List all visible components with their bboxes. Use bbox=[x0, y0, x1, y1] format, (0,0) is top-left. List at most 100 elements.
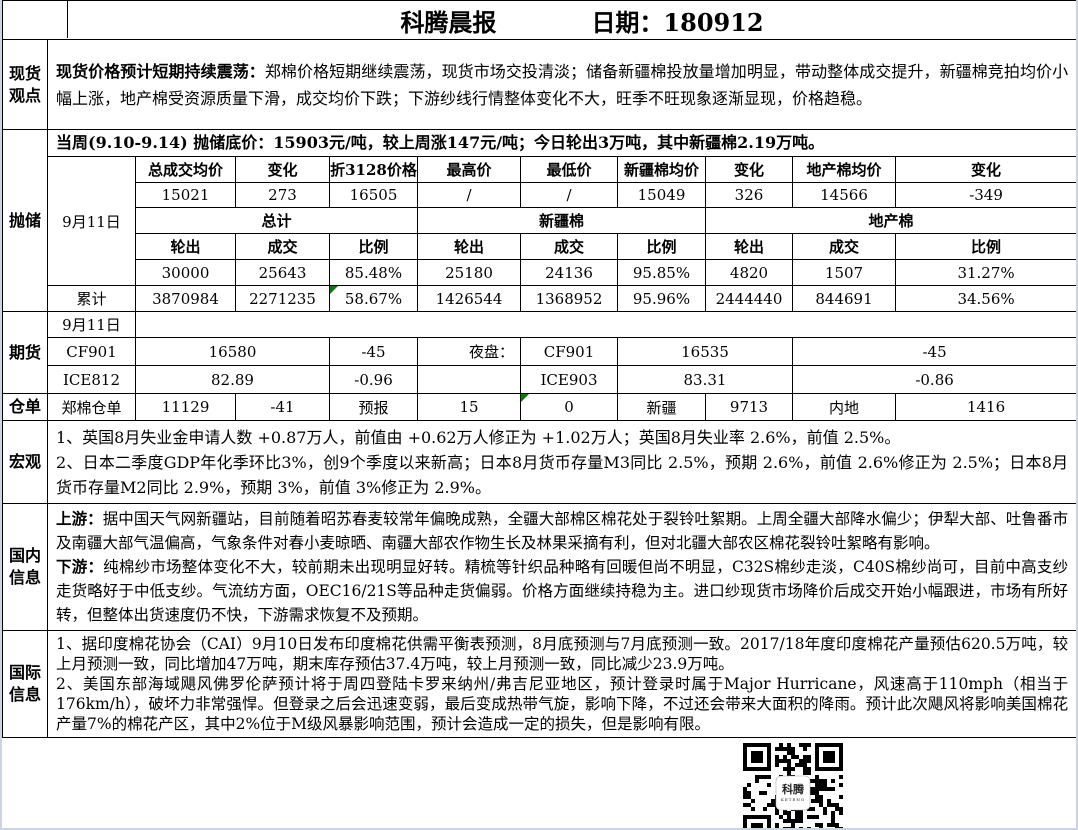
reserve-price-value: 15021 bbox=[135, 182, 236, 208]
spot-view-lead: 现货价格预计短期持续震荡： bbox=[56, 61, 265, 81]
section-label-macro: 宏观 bbox=[2, 420, 48, 504]
reserve-sub-header: 比例 bbox=[329, 233, 418, 260]
futures-price: 16580 bbox=[135, 337, 330, 366]
futures-night-change: -45 bbox=[791, 337, 1076, 366]
reserve-price-header: 最高价 bbox=[417, 156, 521, 183]
warehouse-cell: 1416 bbox=[894, 393, 1076, 421]
section-label-warehouse: 仓单 bbox=[2, 393, 48, 421]
reserve-sub-header: 比例 bbox=[894, 233, 1076, 260]
section-label-reserve: 抛储 bbox=[2, 129, 48, 312]
reserve-price-value: 15049 bbox=[617, 182, 706, 208]
futures-empty-cell bbox=[134, 311, 1076, 338]
reserve-sub-header: 轮出 bbox=[135, 233, 236, 260]
reserve-day-value: 25180 bbox=[417, 259, 521, 286]
reserve-headline: 当周(9.10-9.14) 抛储底价：15903元/吨，较上周涨147元/吨；今… bbox=[46, 129, 1076, 157]
upstream-label: 上游： bbox=[56, 509, 103, 528]
warehouse-cell-flagged: 0 bbox=[520, 393, 618, 421]
report-header: 科腾晨报 日期：180912 bbox=[2, 0, 1076, 40]
warehouse-cell: 预报 bbox=[329, 393, 418, 421]
reserve-sub-header: 成交 bbox=[235, 233, 330, 260]
futures-change: -0.96 bbox=[329, 365, 418, 394]
futures-night-change: -0.86 bbox=[791, 365, 1076, 394]
report-footer: 科腾 KETENG bbox=[2, 738, 1076, 828]
futures-date-cell: 9月11日 bbox=[47, 311, 136, 338]
reserve-group-header-total: 总计 bbox=[135, 207, 418, 234]
futures-night-price: 16535 bbox=[617, 337, 793, 366]
warehouse-cell: 内地 bbox=[792, 393, 896, 421]
reserve-total-value: 34.56% bbox=[894, 285, 1076, 312]
section-label-spot-view: 现货观点 bbox=[2, 39, 48, 130]
reserve-sub-header: 成交 bbox=[792, 233, 896, 260]
futures-contract-code: ICE812 bbox=[47, 365, 136, 394]
reserve-day-value: 25643 bbox=[235, 259, 330, 286]
reserve-price-value: 326 bbox=[705, 182, 793, 208]
futures-night-label: 夜盘： bbox=[417, 337, 521, 366]
warehouse-cell: 15 bbox=[417, 393, 521, 421]
reserve-price-value: 16505 bbox=[329, 182, 418, 208]
reserve-price-header: 变化 bbox=[894, 156, 1076, 183]
futures-night-price: 83.31 bbox=[617, 365, 793, 394]
reserve-sub-header: 比例 bbox=[617, 233, 706, 260]
report-table: 科腾晨报 日期：180912 现货观点 现货价格预计短期持续震荡：郑棉价格短期继… bbox=[2, 0, 1076, 738]
reserve-price-header: 变化 bbox=[705, 156, 793, 183]
reserve-price-header: 折3128价格 bbox=[329, 156, 418, 183]
reserve-price-header: 新疆棉均价 bbox=[617, 156, 706, 183]
futures-change: -45 bbox=[329, 337, 418, 366]
reserve-group-header-local: 地产棉 bbox=[704, 207, 1076, 234]
international-item: 2、美国东部海域飓风佛罗伦萨预计将于周四登陆卡罗来纳州/弗吉尼亚地区，预计登录时… bbox=[56, 675, 1069, 733]
warehouse-cell: -41 bbox=[235, 393, 330, 421]
futures-price: 82.89 bbox=[135, 365, 330, 394]
reserve-sub-header: 轮出 bbox=[705, 233, 793, 260]
reserve-total-value: 844691 bbox=[792, 285, 896, 312]
warehouse-cell: 11129 bbox=[135, 393, 236, 421]
reserve-sub-header: 轮出 bbox=[417, 233, 521, 260]
reserve-day-value: 24136 bbox=[520, 259, 618, 286]
reserve-day-value: 95.85% bbox=[617, 259, 706, 286]
macro-item: 2、日本二季度GDP年化季环比3%，创9个季度以来新高；日本8月货币存量M3同比… bbox=[56, 452, 1069, 497]
reserve-group-header-xinjiang: 新疆棉 bbox=[417, 207, 706, 234]
section-label-international: 国际信息 bbox=[2, 630, 48, 738]
qr-logo-box bbox=[775, 775, 811, 811]
futures-night-code: CF901 bbox=[520, 337, 618, 366]
warehouse-cell: 郑棉仓单 bbox=[47, 393, 136, 421]
section-label-futures: 期货 bbox=[2, 311, 48, 394]
reserve-day-value: 1507 bbox=[792, 259, 896, 286]
reserve-total-value: 3870984 bbox=[135, 285, 236, 312]
macro-item: 1、英国8月失业金申请人数 +0.87万人，前值由 +0.62万人修正为 +1.… bbox=[56, 427, 901, 447]
reserve-price-header: 变化 bbox=[235, 156, 330, 183]
reserve-date-cell: 9月11日 bbox=[47, 156, 136, 286]
domestic-text: 上游：据中国天气网新疆站，目前随着昭苏春麦较常年偏晚成熟，全疆大部棉区棉花处于裂… bbox=[46, 503, 1076, 631]
reserve-total-value: 1426544 bbox=[417, 285, 521, 312]
warehouse-cell: 新疆 bbox=[617, 393, 706, 421]
reserve-total-value: 2444440 bbox=[705, 285, 793, 312]
reserve-day-value: 85.48% bbox=[329, 259, 418, 286]
reserve-price-value: -349 bbox=[894, 182, 1076, 208]
reserve-total-value: 2271235 bbox=[235, 285, 330, 312]
report-date: 日期：180912 bbox=[591, 7, 764, 37]
futures-night-code: ICE903 bbox=[520, 365, 618, 394]
spot-view-body: 郑棉价格短期继续震荡，现货市场交投清淡；储备新疆棉投放量增加明显，带动整体成交提… bbox=[56, 61, 1069, 108]
reserve-price-value: 14566 bbox=[792, 182, 896, 208]
futures-night-label bbox=[417, 365, 521, 394]
downstream-label: 下游： bbox=[56, 557, 104, 576]
reserve-total-value: 1368952 bbox=[520, 285, 618, 312]
reserve-day-value: 4820 bbox=[705, 259, 793, 286]
warehouse-cell: 9713 bbox=[705, 393, 793, 421]
upstream-body: 据中国天气网新疆站，目前随着昭苏春麦较常年偏晚成熟，全疆大部棉区棉花处于裂铃吐絮… bbox=[56, 510, 1069, 552]
qr-logo-text-cn: 科腾 bbox=[782, 782, 805, 796]
qr-logo-text-en: KETENG bbox=[781, 797, 805, 802]
section-label-domestic: 国内信息 bbox=[2, 503, 48, 631]
report-title: 科腾晨报 bbox=[400, 7, 497, 37]
reserve-total-value-flagged: 58.67% bbox=[329, 285, 418, 312]
grid-stub-line bbox=[67, 0, 68, 38]
qr-code: 科腾 KETENG bbox=[743, 743, 843, 828]
domestic-downstream: 下游：纯棉纱市场整体变化不大，较前期未出现明显好转。精梳等针织品种略有回暖但尚不… bbox=[56, 555, 1068, 627]
domestic-upstream: 上游：据中国天气网新疆站，目前随着昭苏春麦较常年偏晚成熟，全疆大部棉区棉花处于裂… bbox=[56, 507, 1068, 555]
international-item: 1、据印度棉花协会（CAI）9月10日发布印度棉花供需平衡表预测，8月底预测与7… bbox=[56, 635, 1069, 673]
reserve-price-value: / bbox=[417, 182, 521, 208]
reserve-total-value: 95.96% bbox=[617, 285, 706, 312]
futures-contract-code: CF901 bbox=[47, 337, 136, 366]
reserve-price-header: 总成交均价 bbox=[135, 156, 236, 183]
reserve-price-value: 273 bbox=[235, 182, 330, 208]
